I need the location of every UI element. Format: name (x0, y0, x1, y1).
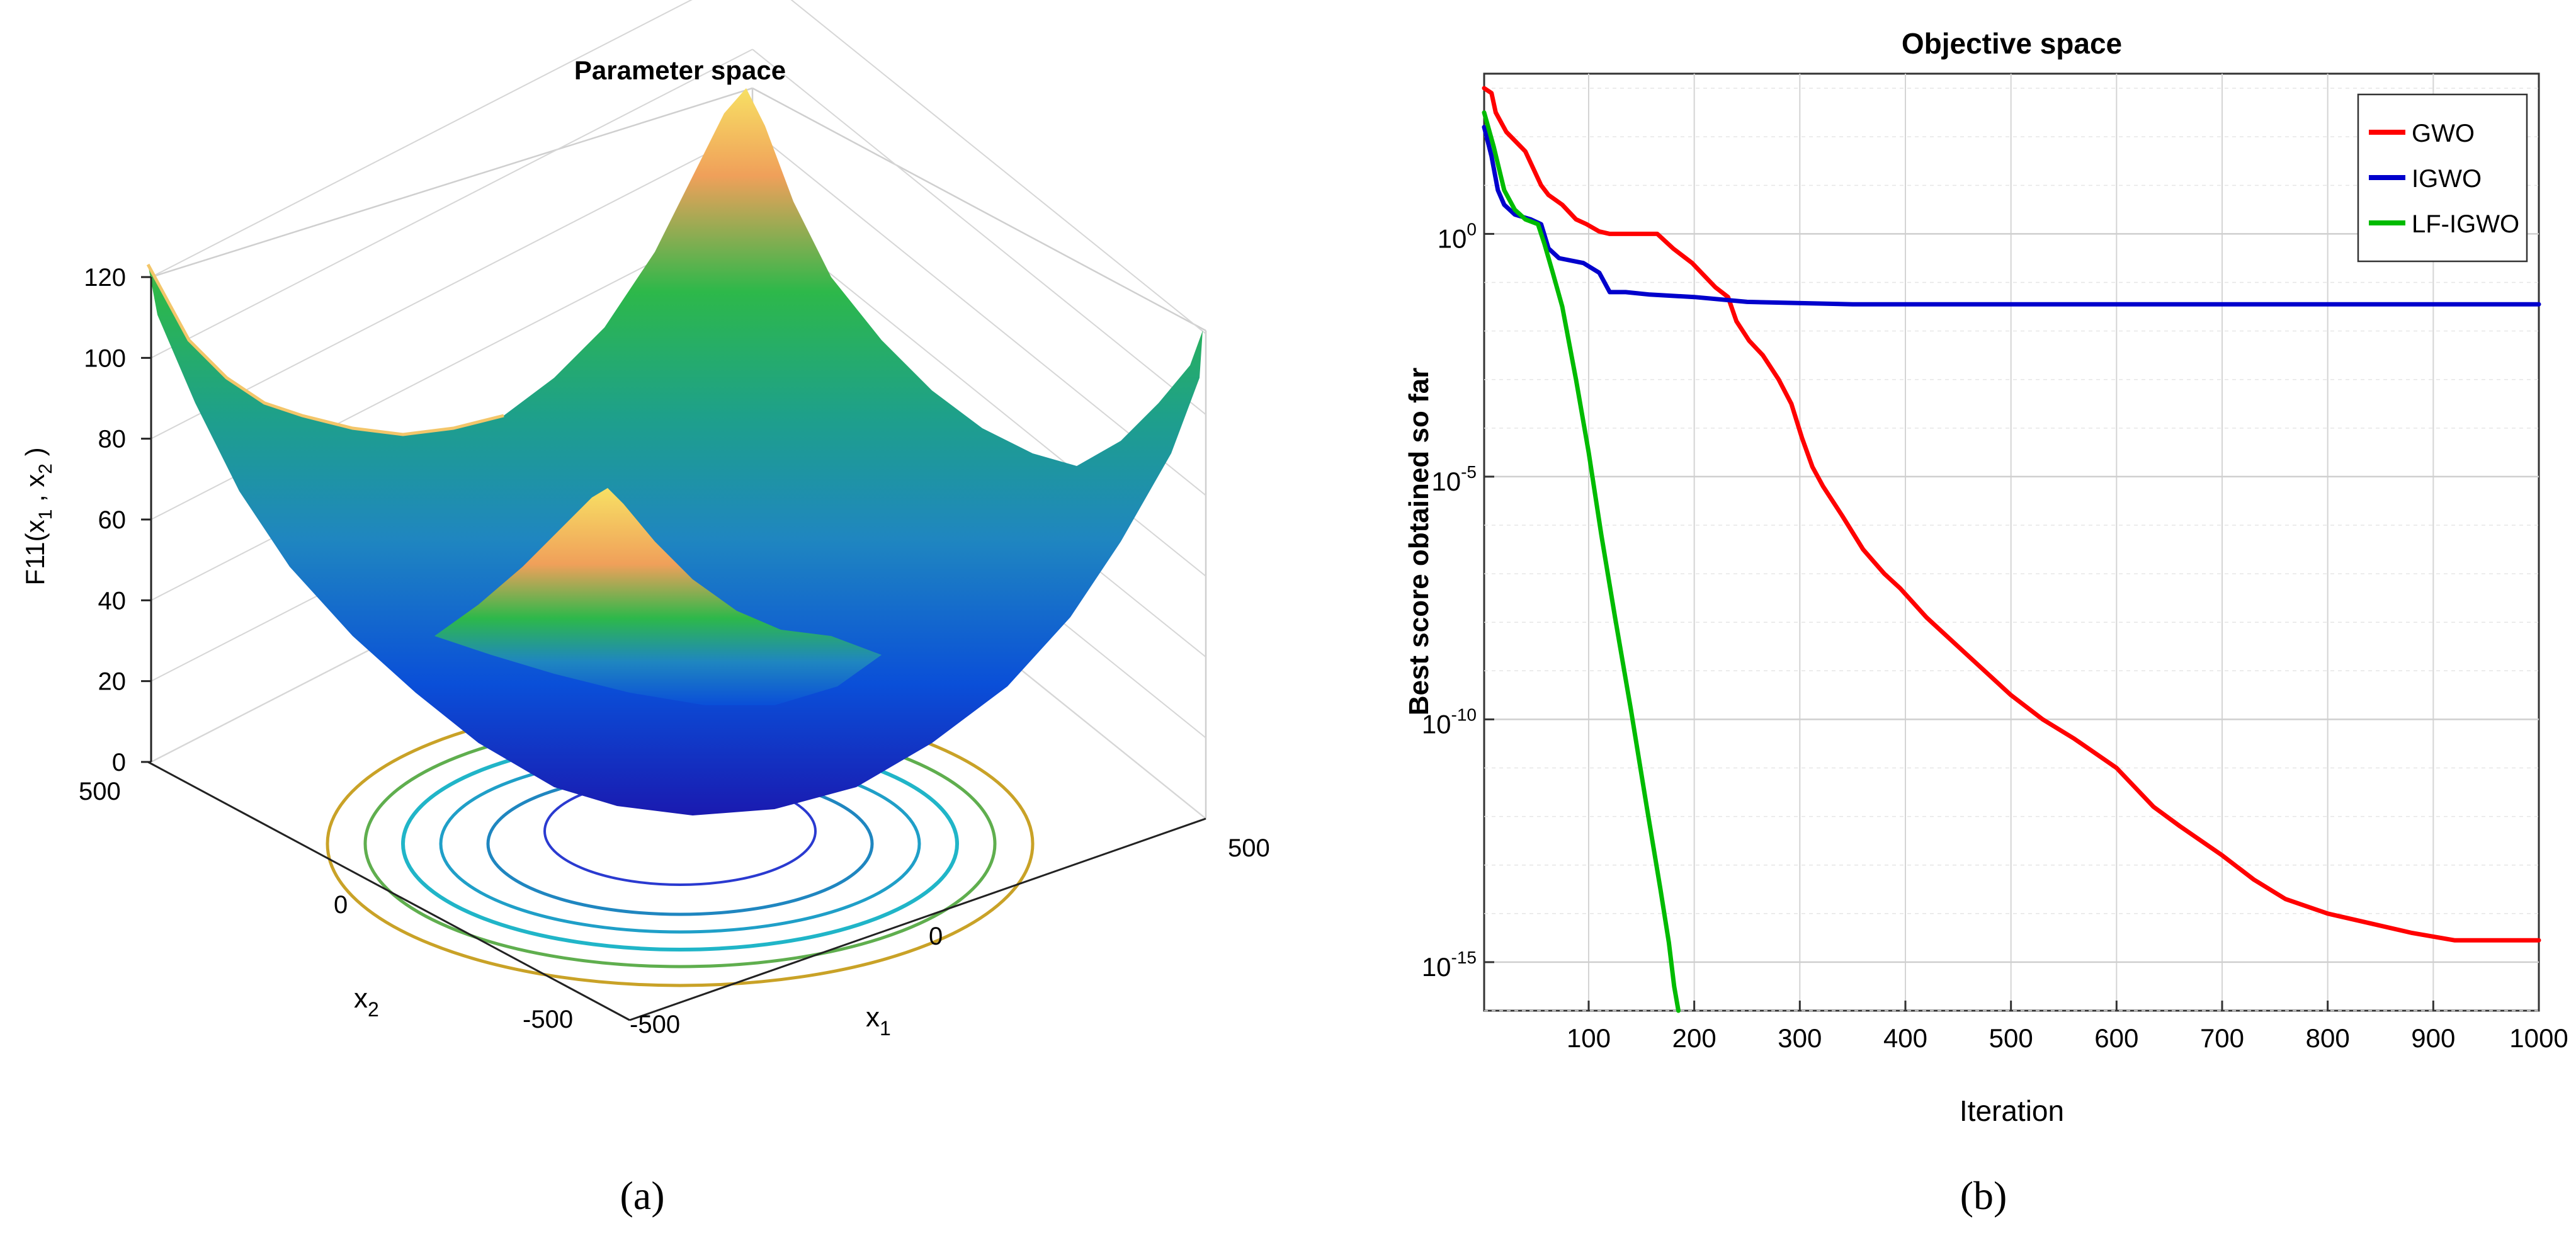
panel-a-z-tick-label: 100 (84, 344, 126, 372)
legend-label-gwo: GWO (2412, 120, 2475, 147)
panel-b-x-tick-label: 700 (2200, 1023, 2244, 1053)
panel-a-z-ticks: 0 20 40 60 80 100 120 (84, 264, 151, 776)
panel-a-x2-label: x2 (354, 983, 379, 1021)
panel-b-x-label: Iteration (1960, 1094, 2064, 1127)
panel-a-z-tick-label: 0 (112, 749, 126, 776)
panel-b-x-tick-label: 800 (2306, 1023, 2350, 1053)
panel-b-x-tick-label: 200 (1672, 1023, 1716, 1053)
panel-b-y-tick-label: 100 (1438, 219, 1477, 253)
series-line-igwo (1482, 125, 2541, 307)
panel-a-x2-tick: -500 (523, 1006, 573, 1033)
panel-a-surface-plot: 0 20 40 60 80 100 120 Parameter space F11(x1 ,… (20, 0, 1270, 1218)
panel-a-surface-rim (146, 263, 504, 436)
panel-a-x2-tick: 500 (79, 778, 121, 805)
panel-a-x1-tick: 0 (929, 923, 943, 950)
panel-b-y-ticks: 100 10-5 10-10 10-15 (1422, 219, 1494, 982)
panel-a-z-label: F11(x1 , x2 ) (20, 447, 56, 585)
panel-b-x-ticks: 100 200 300 400 500 600 700 800 900 1000 (1567, 1001, 2568, 1053)
panel-b-x-tick-label: 100 (1567, 1023, 1611, 1053)
legend-label-lf-igwo: LF-IGWO (2412, 210, 2519, 238)
panel-a-title: Parameter space (574, 55, 786, 85)
series-line-lf-igwo (1482, 110, 1681, 1013)
panel-a-z-gridline (150, 0, 693, 278)
panel-a-surface (148, 88, 1203, 815)
svg-text:F11(x1 , x2 ): F11(x1 , x2 ) (20, 447, 56, 585)
panel-b-x-tick-label: 400 (1883, 1023, 1927, 1053)
panel-b-title: Objective space (1902, 27, 2122, 60)
panel-a-x1-tick: -500 (630, 1011, 680, 1038)
panel-a-x1-tick: 500 (1228, 834, 1270, 862)
panel-a-z-tick-label: 40 (98, 587, 127, 615)
panel-b-x-tick-label: 600 (2094, 1023, 2138, 1053)
panel-b-x-tick-label: 900 (2411, 1023, 2455, 1053)
panel-a-z-gridline (752, 48, 1206, 416)
panel-a-z-tick-label: 120 (84, 264, 126, 292)
panel-b-series (1482, 86, 2541, 1013)
panel-a-surface-ridge (434, 488, 882, 705)
panel-b-y-tick-label: 10-5 (1431, 462, 1477, 496)
panel-b-y-tick-label: 10-15 (1422, 948, 1477, 982)
panel-b-convergence-plot: 100 200 300 400 500 600 700 800 900 1000 10010-51… (1404, 27, 2568, 1218)
panel-a-x1-label: x1 (866, 1002, 891, 1040)
panel-a-z-tick-label: 20 (98, 668, 127, 696)
panel-a-caption: (a) (620, 1173, 664, 1218)
panel-b-legend: GWO IGWO LF-IGWO (2357, 93, 2528, 263)
legend-label-igwo: IGWO (2412, 165, 2482, 193)
panel-b-x-tick-label: 500 (1989, 1023, 2033, 1053)
panel-b-y-label: Best score obtained so far (1404, 368, 1434, 716)
panel-a-z-tick-label: 60 (98, 506, 127, 534)
panel-b-grid (1484, 74, 2539, 1011)
panel-a-z-gridline (150, 129, 753, 440)
panel-a-x2-tick: 0 (334, 891, 348, 919)
panel-a-z-gridline (150, 48, 753, 359)
panel-a-z-gridline (790, 0, 1206, 334)
series-line-gwo (1482, 86, 2541, 943)
panel-b-y-tick-label: 10-10 (1422, 705, 1477, 739)
panel-b-x-tick-label: 300 (1778, 1023, 1822, 1053)
panel-a-z-tick-label: 80 (98, 426, 127, 453)
panel-b-x-tick-label: 1000 (2509, 1023, 2568, 1053)
panel-b-caption: (b) (1960, 1173, 2007, 1218)
